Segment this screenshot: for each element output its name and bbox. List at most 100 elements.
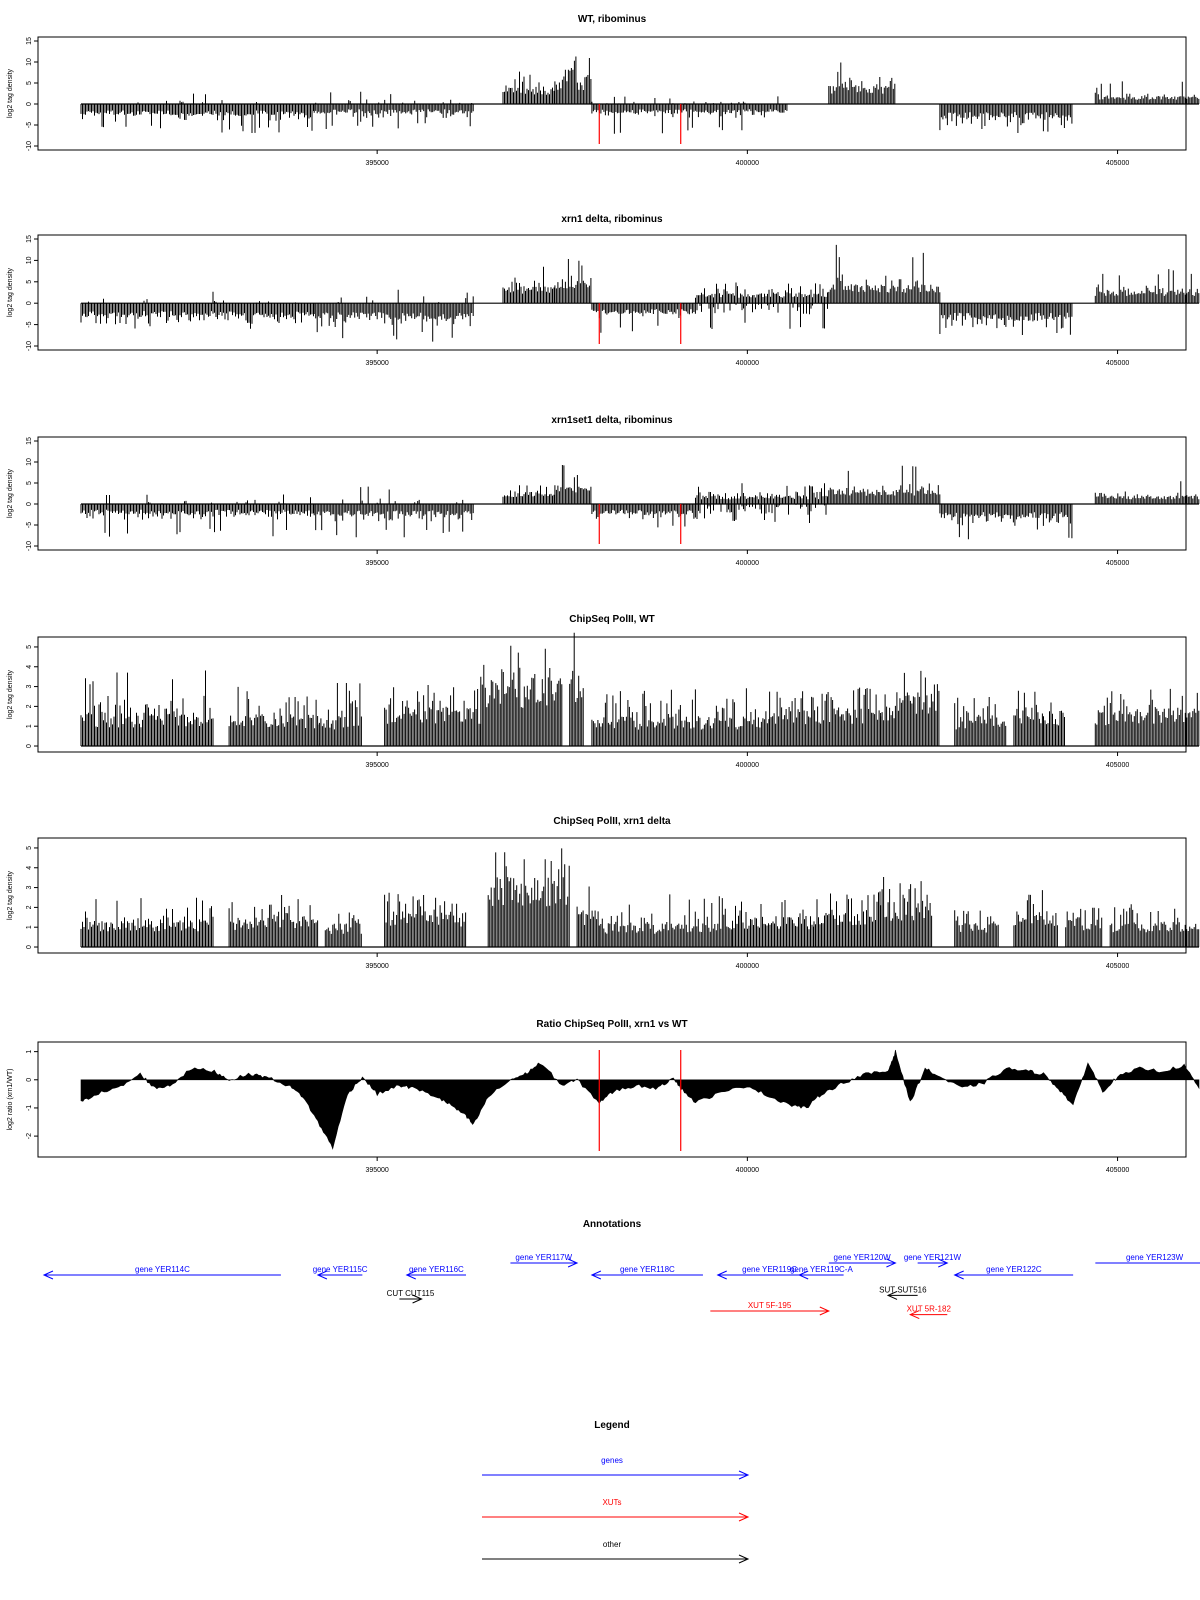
signal-segment [1094, 269, 1200, 304]
x-tick-label: 400000 [736, 560, 759, 567]
y-tick-label: -5 [26, 522, 33, 528]
signal-segment [1013, 890, 1058, 948]
signal-segment [502, 485, 555, 504]
signal-segment [313, 486, 474, 538]
signal-segment [80, 291, 314, 329]
legend-entry: other [482, 1540, 750, 1564]
y-tick-label: 10 [26, 58, 33, 66]
signal-bars [828, 465, 941, 504]
chart-panel-3: xrn1set1 delta, ribominus log2 tag densit… [7, 415, 1200, 567]
signal-bars [939, 303, 1073, 335]
plot-frame [37, 837, 1187, 954]
signal-segment [228, 686, 319, 747]
feature-label: gene YER117W [515, 1253, 572, 1262]
signal-bars [1094, 481, 1200, 504]
chart-title: ChipSeq PolII, WT [569, 614, 655, 625]
x-tick-label: 395000 [365, 360, 388, 367]
signal-segment [317, 683, 362, 747]
y-tick-label: 0 [26, 744, 33, 748]
y-axis-label: log2 tag density [7, 468, 14, 518]
x-tick-label: 395000 [365, 160, 388, 167]
signal-segment [569, 632, 584, 747]
x-tick-label: 395000 [365, 560, 388, 567]
y-tick-label: 2 [26, 704, 33, 708]
ratio-area [80, 1049, 1200, 1150]
plot-frame [37, 636, 1187, 753]
feature-label: gene YER114C [135, 1265, 190, 1274]
signal-bars [695, 282, 828, 329]
y-tick-label: 0 [26, 301, 33, 305]
annotation-feature: gene YER121W [904, 1253, 962, 1268]
feature-arrow-head [412, 1294, 423, 1304]
y-tick-label: 0 [26, 945, 33, 949]
signal-segment [554, 465, 592, 504]
annotation-feature: gene YER120W [828, 1253, 897, 1268]
signal-segment [880, 877, 933, 948]
annotation-feature: gene YER118C [590, 1265, 703, 1280]
feature-arrow-head [716, 1270, 727, 1280]
signal-segment [1094, 481, 1200, 504]
signal-bars [828, 244, 941, 304]
y-tick-label: -5 [26, 321, 33, 327]
signal-segment [695, 483, 828, 523]
signal-segment [1109, 904, 1200, 948]
y-tick-label: 5 [26, 481, 33, 485]
signal-bars [480, 645, 563, 747]
legend-arrow-head [738, 1554, 750, 1564]
chart-panel-1: WT, ribominus log2 tag density -10 -5 0 5 10 15… [7, 14, 1200, 167]
x-tick-label: 405000 [1106, 560, 1129, 567]
feature-label: gene YER119C-A [790, 1265, 854, 1274]
feature-arrow-head [819, 1306, 831, 1316]
signal-bars [80, 494, 314, 537]
chart-panel-2: xrn1 delta, ribominus log2 tag density -10… [7, 214, 1200, 367]
signal-segment [480, 645, 563, 747]
y-tick-label: 1 [26, 724, 33, 728]
feature-arrow-head [953, 1270, 964, 1280]
y-tick-label: 0 [26, 502, 33, 506]
signal-bars [502, 485, 555, 504]
feature-arrow-head [909, 1310, 920, 1320]
signal-segment [598, 894, 732, 948]
legend-label: genes [601, 1456, 623, 1465]
feature-label: XUT 5R-182 [907, 1305, 952, 1314]
signal-bars [313, 289, 474, 342]
x-tick-label: 405000 [1106, 160, 1129, 167]
feature-label: gene YER119C [742, 1265, 797, 1274]
y-tick-label: 5 [26, 645, 33, 649]
y-tick-label: 10 [26, 256, 33, 264]
annotation-feature: gene YER115C [313, 1265, 368, 1280]
signal-segment [828, 244, 941, 304]
feature-label: XUT 5F-195 [748, 1301, 792, 1310]
annotation-feature: gene YER123W [1095, 1253, 1200, 1264]
y-tick-label: 2 [26, 905, 33, 909]
signal-bars [1013, 890, 1058, 948]
x-tick-label: 405000 [1106, 963, 1129, 970]
signal-segment [313, 91, 474, 129]
signal-bars [894, 670, 940, 747]
signal-bars [695, 483, 828, 523]
signal-segment [1094, 688, 1200, 747]
y-tick-label: 4 [26, 866, 33, 870]
x-tick-label: 400000 [736, 1167, 759, 1174]
x-tick-label: 395000 [365, 1167, 388, 1174]
signal-bars [1094, 688, 1200, 747]
annotation-feature: XUT 5R-182 [907, 1305, 952, 1320]
signal-bars [576, 886, 599, 948]
feature-label: SUT SUT516 [879, 1285, 927, 1294]
x-tick-label: 400000 [736, 360, 759, 367]
signal-bars [554, 259, 592, 304]
legend-arrow-head [738, 1470, 750, 1480]
signal-bars [80, 291, 314, 329]
annotation-feature: gene YER116C [405, 1265, 467, 1280]
signal-bars [813, 891, 881, 948]
legend-label: XUTs [602, 1498, 621, 1507]
chart-title: WT, ribominus [578, 14, 647, 25]
signal-segment [954, 697, 1007, 747]
signal-segment [554, 56, 592, 104]
signal-segment [554, 259, 592, 304]
signal-bars [732, 900, 814, 948]
signal-segment [502, 266, 555, 304]
signal-segment [80, 93, 314, 133]
y-tick-label: 0 [26, 1078, 33, 1082]
legend-panel: Legend genes XUTs other [482, 1420, 750, 1564]
